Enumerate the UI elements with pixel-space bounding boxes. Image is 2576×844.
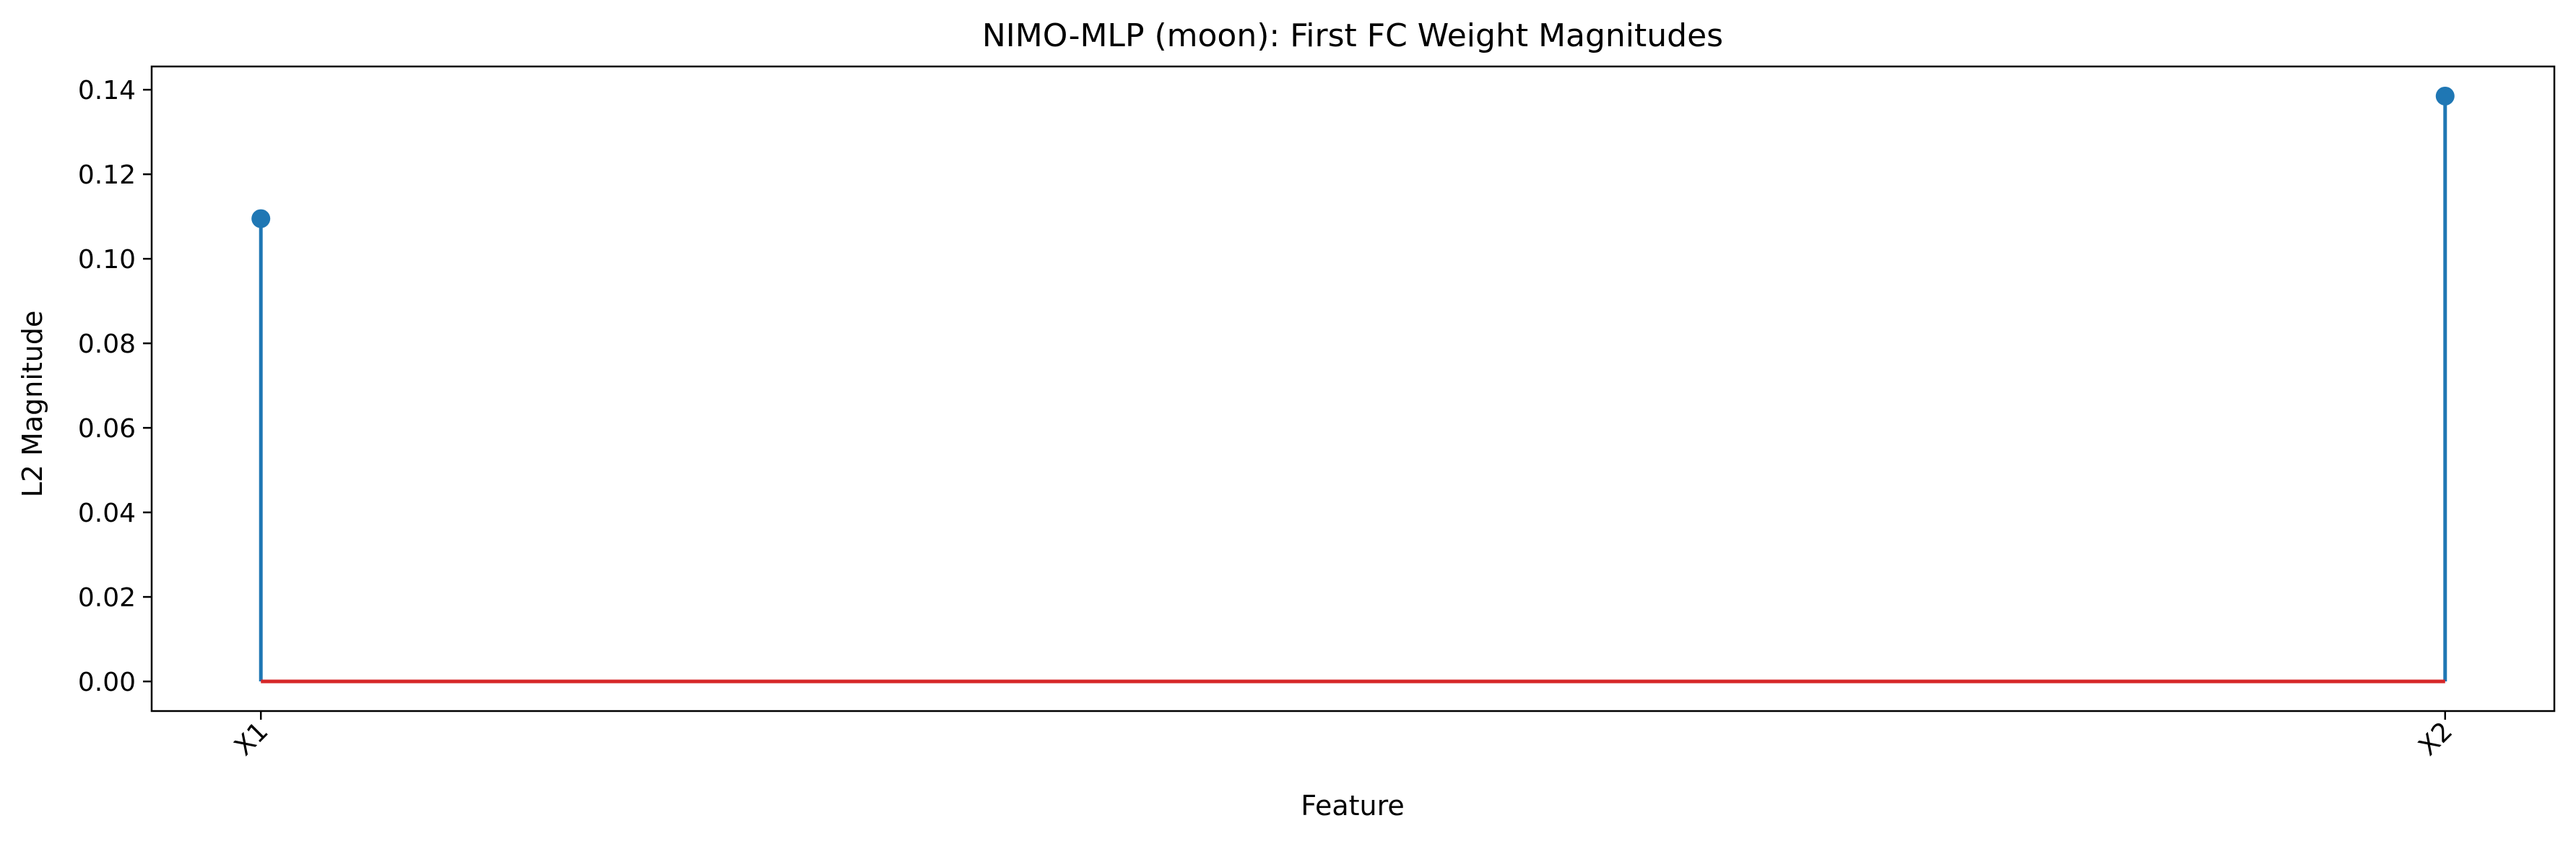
y-tick-label: 0.04 xyxy=(78,499,136,528)
plot-frame xyxy=(150,65,2556,712)
y-tick-label: 0.12 xyxy=(78,160,136,190)
stem-marker xyxy=(2435,86,2455,106)
stem-marker xyxy=(251,209,271,228)
y-tick-label: 0.14 xyxy=(78,76,136,106)
y-tick-label: 0.10 xyxy=(78,245,136,275)
y-tick-label: 0.06 xyxy=(78,414,136,444)
y-tick-label: 0.00 xyxy=(78,668,136,697)
chart-title: NIMO-MLP (moon): First FC Weight Magnitu… xyxy=(982,17,1723,54)
x-tick-label: X2 xyxy=(2414,716,2459,762)
y-axis-label: L2 Magnitude xyxy=(17,311,48,498)
y-tick-label: 0.02 xyxy=(78,583,136,613)
y-tick-label: 0.08 xyxy=(78,330,136,359)
x-axis-label: Feature xyxy=(1301,790,1405,822)
plot-marks xyxy=(251,86,2455,684)
x-axis-ticks: X1 X2 xyxy=(229,711,2458,762)
x-tick-label: X1 xyxy=(229,716,274,762)
y-axis-ticks: 0.00 0.02 0.04 0.06 0.08 0.10 0.12 0.14 xyxy=(78,76,152,697)
